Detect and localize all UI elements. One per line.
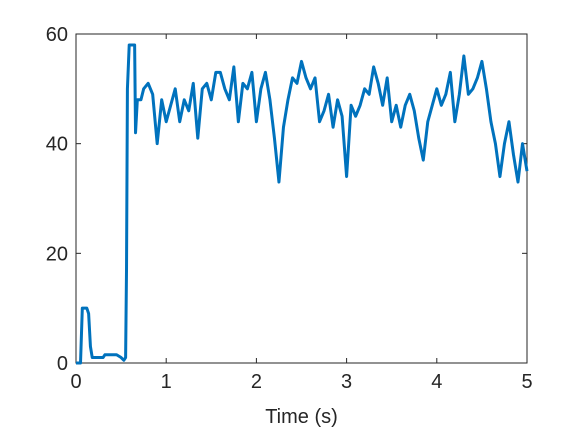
data-line (76, 43, 529, 365)
x-tick-label: 4 (431, 371, 442, 393)
y-tick-label: 60 (46, 24, 68, 46)
x-tick-label: 1 (161, 371, 172, 393)
y-tick-label: 20 (46, 243, 68, 265)
x-tick-label: 2 (251, 371, 262, 393)
x-axis-label: Time (s) (265, 406, 338, 428)
x-tick-label: 0 (70, 371, 81, 393)
x-tick-label: 5 (521, 371, 532, 393)
y-tick-label: 40 (46, 134, 68, 156)
x-tick-label: 3 (341, 371, 352, 393)
y-tick-label: 0 (57, 353, 68, 375)
